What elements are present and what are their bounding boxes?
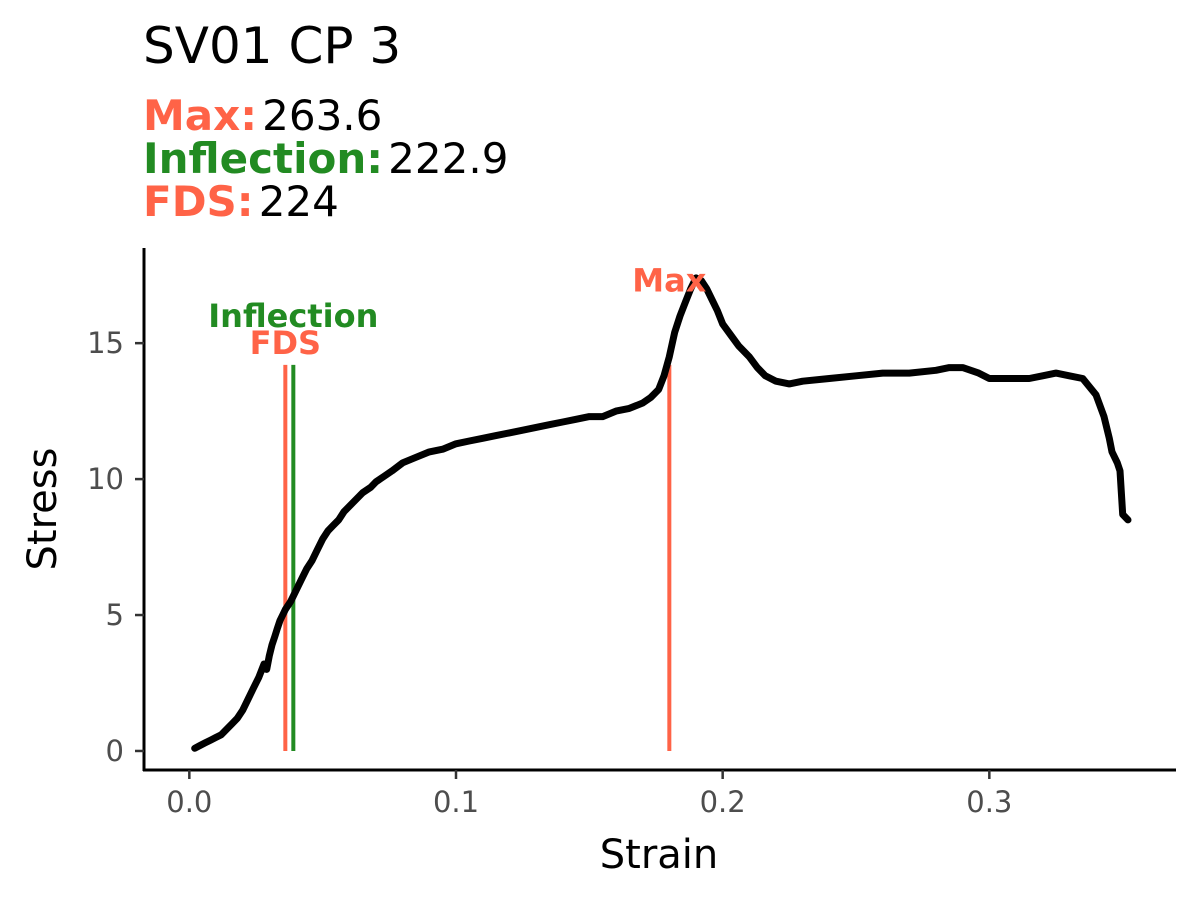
stat-value-max: 263.6 — [262, 91, 382, 140]
stat-label-inflection: Inflection: — [143, 134, 383, 183]
stat-value-fds: 224 — [259, 177, 339, 226]
marker-label-inflection: Inflection — [208, 297, 378, 335]
chart-title: SV01 CP 3 — [143, 17, 401, 75]
x-tick-label: 0.2 — [700, 785, 746, 819]
x-axis-title: Strain — [600, 832, 719, 878]
y-tick-label: 15 — [87, 326, 124, 360]
series-line — [191, 274, 1132, 752]
stat-line-max: Max: 263.6 — [143, 91, 382, 140]
x-tick-label: 0.1 — [433, 785, 479, 819]
stat-line-fds: FDS: 224 — [143, 177, 339, 226]
marker-label-max: Max — [632, 262, 706, 300]
x-tick-label: 0.0 — [166, 785, 212, 819]
stat-label-max: Max: — [143, 91, 257, 140]
stat-label-fds: FDS: — [143, 177, 254, 226]
y-tick-label: 0 — [106, 734, 124, 768]
y-tick-label: 10 — [87, 462, 124, 496]
y-axis-title: Stress — [20, 448, 66, 571]
stat-value-inflection: 222.9 — [388, 134, 508, 183]
x-tick-label: 0.3 — [966, 785, 1012, 819]
y-tick-label: 5 — [106, 598, 124, 632]
marker-label-fds: FDS — [250, 324, 321, 362]
stat-line-inflection: Inflection: 222.9 — [143, 134, 508, 183]
